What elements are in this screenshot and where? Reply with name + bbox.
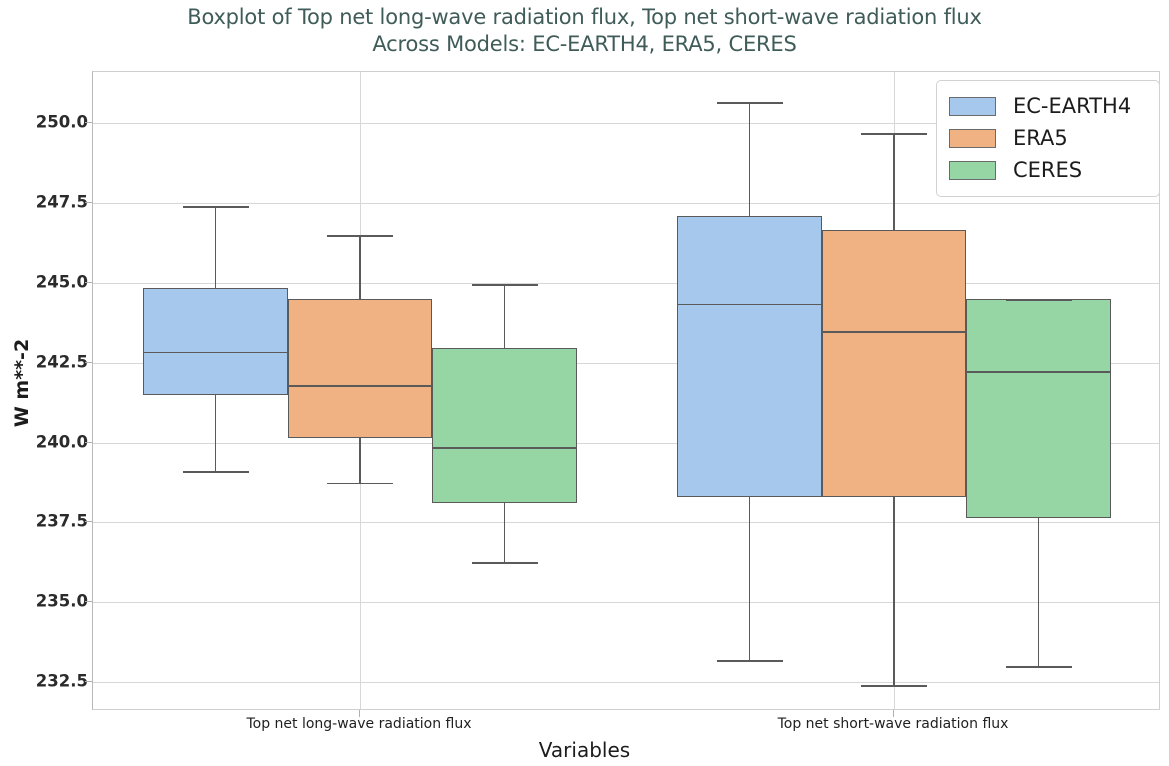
boxplot-whisker-upper xyxy=(503,284,506,349)
y-gridline xyxy=(93,682,1159,684)
y-tick-label: 235.0 xyxy=(35,591,88,611)
boxplot-whisker-cap-upper xyxy=(182,206,249,208)
y-tick-label: 247.5 xyxy=(35,192,88,212)
y-axis-label: W m**-2 xyxy=(11,338,34,428)
boxplot-box xyxy=(143,287,288,395)
y-tick-mark xyxy=(85,441,92,443)
y-gridline xyxy=(93,362,1159,364)
chart-title: Boxplot of Top net long-wave radiation f… xyxy=(0,4,1169,58)
legend-swatch-ceres xyxy=(949,160,996,180)
boxplot-whisker-cap-upper xyxy=(327,234,393,237)
boxplot-median-line xyxy=(677,303,822,306)
y-tick-label: 237.5 xyxy=(35,511,88,531)
boxplot-whisker-cap-lower xyxy=(182,471,249,474)
boxplot-whisker-cap-lower xyxy=(1005,666,1072,669)
y-gridline xyxy=(93,522,1159,524)
boxplot-median-line xyxy=(966,370,1111,373)
y-tick-label: 240.0 xyxy=(35,432,88,452)
legend-item-era5: ERA5 xyxy=(949,122,1149,154)
y-tick-mark xyxy=(85,361,92,363)
y-gridline xyxy=(93,602,1159,604)
y-tick-label: 242.5 xyxy=(35,352,88,372)
boxplot-median-line xyxy=(143,351,288,354)
y-gridline xyxy=(93,282,1159,284)
boxplot-whisker-cap-upper xyxy=(716,102,783,105)
boxplot-whisker-lower xyxy=(503,503,506,563)
legend-swatch-era5 xyxy=(949,128,996,148)
legend-item-ceres: CERES xyxy=(949,154,1149,186)
boxplot-median-line xyxy=(821,330,967,333)
y-gridline xyxy=(93,202,1159,204)
boxplot-whisker-lower xyxy=(748,496,751,660)
boxplot-whisker-lower xyxy=(1037,517,1040,667)
y-tick-label: 245.0 xyxy=(35,272,88,292)
boxplot-whisker-upper xyxy=(748,102,751,216)
x-axis-label: Variables xyxy=(538,738,631,762)
y-tick-mark xyxy=(85,681,92,683)
chart-title-line-1: Boxplot of Top net long-wave radiation f… xyxy=(187,5,982,29)
legend-item-ec-earth4: EC-EARTH4 xyxy=(949,90,1149,122)
boxplot-whisker-cap-upper xyxy=(471,284,538,287)
chart-title-line-2: Across Models: EC-EARTH4, ERA5, CERES xyxy=(372,32,797,56)
y-tick-mark xyxy=(85,122,92,124)
y-tick-mark xyxy=(85,201,92,203)
boxplot-whisker-cap-lower xyxy=(471,562,538,565)
boxplot-box xyxy=(966,298,1111,518)
boxplot-whisker-cap-upper xyxy=(861,132,927,135)
x-tick-label: Top net short-wave radiation flux xyxy=(777,716,1009,732)
boxplot-whisker-upper xyxy=(214,206,217,288)
boxplot-whisker-lower xyxy=(359,437,361,483)
y-gridline xyxy=(93,123,1159,125)
boxplot-whisker-lower xyxy=(214,394,217,472)
boxplot-median-line xyxy=(432,447,577,450)
boxplot-whisker-cap-upper xyxy=(1005,298,1072,301)
boxplot-median-line xyxy=(287,385,433,387)
boxplot-whisker-cap-lower xyxy=(327,482,393,485)
y-tick-label: 232.5 xyxy=(35,671,88,691)
legend-label-era5: ERA5 xyxy=(1013,126,1068,150)
boxplot-whisker-upper xyxy=(893,132,895,231)
legend-swatch-ec-earth4 xyxy=(949,96,996,116)
y-tick-mark xyxy=(85,521,92,523)
x-tick-mark xyxy=(359,710,360,717)
x-tick-mark xyxy=(893,710,894,717)
boxplot-box xyxy=(432,348,577,504)
legend-label-ceres: CERES xyxy=(1013,158,1083,182)
y-tick-mark xyxy=(85,281,92,283)
y-tick-label: 250.0 xyxy=(35,112,88,132)
legend: EC-EARTH4 ERA5 CERES xyxy=(936,80,1160,197)
y-tick-mark xyxy=(85,601,92,603)
boxplot-box xyxy=(287,298,433,438)
x-tick-label: Top net long-wave radiation flux xyxy=(246,716,472,732)
boxplot-whisker-cap-lower xyxy=(716,659,783,662)
boxplot-box xyxy=(677,215,822,497)
y-gridline xyxy=(93,442,1159,444)
legend-label-ec-earth4: EC-EARTH4 xyxy=(1013,94,1132,118)
boxplot-whisker-upper xyxy=(359,234,361,299)
boxplot-box xyxy=(821,230,967,497)
boxplot-whisker-lower xyxy=(893,496,895,686)
boxplot-whisker-cap-lower xyxy=(861,685,927,688)
